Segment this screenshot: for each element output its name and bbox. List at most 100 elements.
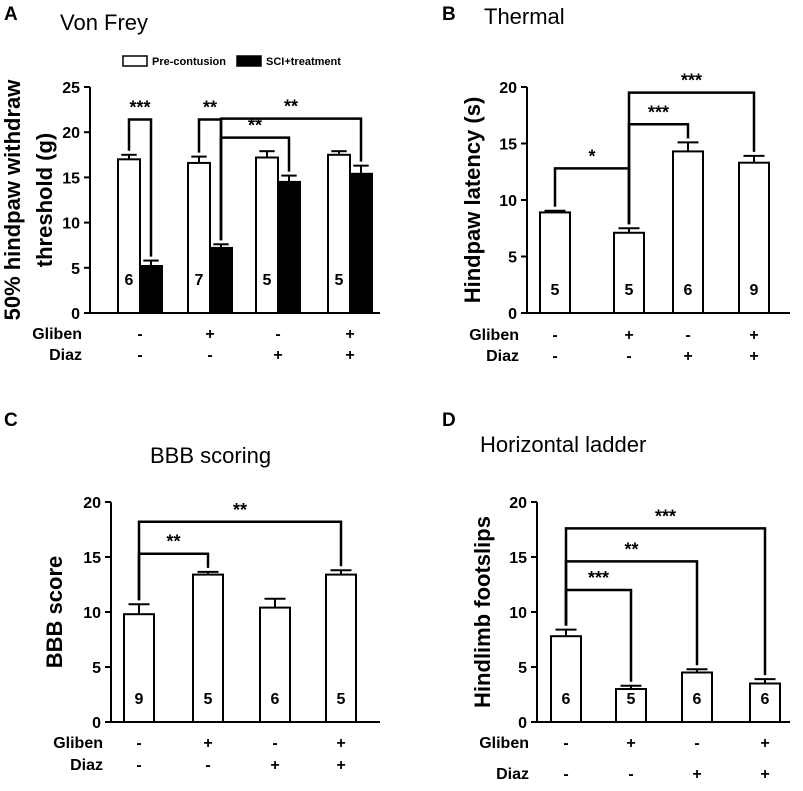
significance-label: ** bbox=[166, 532, 180, 552]
y-axis-label: Hindlimb footslips bbox=[470, 516, 495, 708]
n-label: 6 bbox=[271, 691, 280, 708]
bar bbox=[187, 161, 211, 314]
y-axis-label: Hindpaw latency (s) bbox=[460, 97, 485, 304]
group-mark: + bbox=[345, 347, 354, 364]
group-mark: + bbox=[749, 348, 758, 365]
bar bbox=[550, 635, 582, 724]
group-mark: + bbox=[626, 735, 635, 752]
legend-swatch bbox=[236, 55, 262, 67]
panel-d: D Horizontal ladder Hindlimb footslips 0 5 10… bbox=[442, 410, 790, 783]
group-mark: - bbox=[207, 347, 212, 364]
group-mark: - bbox=[136, 757, 141, 774]
y-tick-label: 10 bbox=[509, 605, 527, 622]
significance-label: ** bbox=[284, 97, 298, 117]
y-axis-label-line: BBB score bbox=[42, 556, 67, 668]
group-mark: + bbox=[336, 757, 345, 774]
y-axis-label-line: threshold (g) bbox=[32, 133, 57, 267]
n-label: 5 bbox=[335, 272, 344, 289]
y-tick-label: 0 bbox=[508, 306, 517, 323]
row-label: Gliben bbox=[479, 735, 529, 752]
group-mark: - bbox=[205, 757, 210, 774]
significance-label: ** bbox=[248, 116, 262, 136]
group-mark: - bbox=[137, 347, 142, 364]
significance-label: *** bbox=[681, 71, 702, 91]
group-mark: - bbox=[563, 735, 568, 752]
y-axis-label-line: 50% hindpaw withdraw bbox=[0, 79, 25, 321]
group-mark: - bbox=[275, 326, 280, 343]
row-label: Diaz bbox=[70, 757, 103, 774]
group-mark: + bbox=[683, 348, 692, 365]
bar bbox=[139, 264, 163, 315]
y-tick-label: 20 bbox=[509, 495, 527, 512]
row-label: Diaz bbox=[49, 347, 82, 364]
group-mark: - bbox=[626, 348, 631, 365]
n-label: 6 bbox=[693, 691, 702, 708]
y-tick-label: 5 bbox=[71, 261, 80, 278]
row-label: Diaz bbox=[486, 348, 519, 365]
y-axis-label: 50% hindpaw withdraw threshold (g) bbox=[0, 79, 57, 321]
row-label: Diaz bbox=[496, 766, 529, 783]
significance-label: * bbox=[588, 146, 595, 166]
y-axis-label-line: Hindlimb footslips bbox=[470, 516, 495, 708]
group-mark: + bbox=[760, 766, 769, 783]
group-mark: - bbox=[694, 735, 699, 752]
group-mark: + bbox=[345, 326, 354, 343]
group-mark: - bbox=[628, 766, 633, 783]
group-mark: + bbox=[270, 757, 279, 774]
panel-letter: C bbox=[4, 410, 18, 431]
n-label: 5 bbox=[263, 272, 272, 289]
group-mark: - bbox=[136, 735, 141, 752]
bar bbox=[123, 613, 155, 724]
significance-label: *** bbox=[648, 102, 669, 122]
bar bbox=[738, 161, 770, 314]
bar bbox=[209, 246, 233, 314]
legend-swatch bbox=[122, 55, 148, 67]
y-tick-label: 20 bbox=[83, 495, 101, 512]
bar bbox=[327, 153, 351, 314]
y-tick-label: 15 bbox=[62, 170, 80, 187]
n-label: 6 bbox=[684, 282, 693, 299]
group-mark: + bbox=[749, 327, 758, 344]
bar bbox=[539, 211, 571, 314]
panel-a: A Von Frey 50% hindpaw withdraw threshold (… bbox=[0, 4, 380, 364]
group-mark: + bbox=[692, 766, 701, 783]
group-mark: + bbox=[760, 735, 769, 752]
group-mark: - bbox=[552, 327, 557, 344]
y-tick-label: 15 bbox=[509, 550, 527, 567]
n-label: 5 bbox=[204, 691, 213, 708]
panel-title: BBB scoring bbox=[150, 443, 271, 468]
n-label: 6 bbox=[562, 691, 571, 708]
significance-bracket bbox=[219, 117, 363, 241]
row-label: Gliben bbox=[53, 735, 103, 752]
group-mark: + bbox=[205, 326, 214, 343]
group-mark: - bbox=[137, 326, 142, 343]
row-label: Gliben bbox=[469, 327, 519, 344]
group-mark: - bbox=[563, 766, 568, 783]
group-mark: - bbox=[552, 348, 557, 365]
group-mark: + bbox=[273, 347, 282, 364]
legend-label: SCI+treatment bbox=[266, 56, 341, 68]
y-tick-label: 15 bbox=[83, 550, 101, 567]
significance-label: ** bbox=[203, 98, 217, 118]
significance-label: ** bbox=[233, 500, 247, 520]
significance-bracket bbox=[627, 91, 756, 225]
n-label: 5 bbox=[627, 691, 636, 708]
y-tick-label: 5 bbox=[508, 250, 517, 267]
n-label: 9 bbox=[135, 691, 144, 708]
y-tick-label: 5 bbox=[518, 660, 527, 677]
significance-label: *** bbox=[655, 506, 676, 526]
group-mark: + bbox=[203, 735, 212, 752]
n-label: 5 bbox=[625, 282, 634, 299]
bar bbox=[672, 150, 704, 314]
n-label: 5 bbox=[551, 282, 560, 299]
y-tick-label: 0 bbox=[92, 715, 101, 732]
n-label: 7 bbox=[195, 272, 204, 289]
panel-b: B Thermal Hindpaw latency (s) 0 5 10 15 20 5 5 6 9 *… bbox=[442, 4, 790, 365]
y-tick-label: 20 bbox=[62, 125, 80, 142]
y-axis-label: BBB score bbox=[42, 556, 67, 668]
n-label: 9 bbox=[750, 282, 759, 299]
group-mark: - bbox=[272, 735, 277, 752]
panel-letter: B bbox=[442, 4, 456, 25]
group-mark: + bbox=[336, 735, 345, 752]
significance-label: *** bbox=[588, 568, 609, 588]
